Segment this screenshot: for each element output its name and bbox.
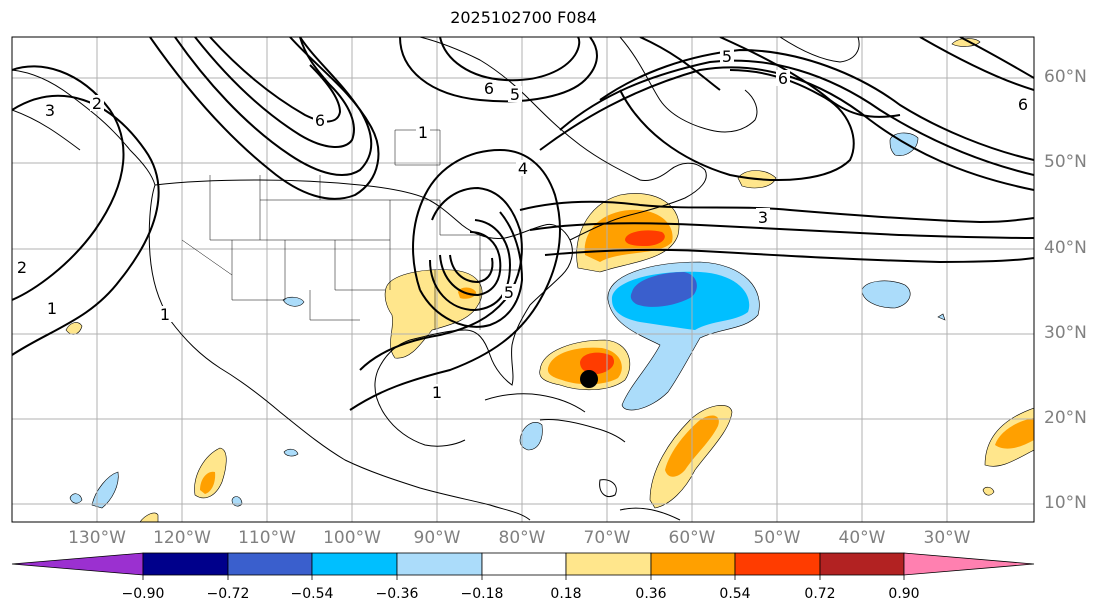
contour-label: 6 xyxy=(484,79,494,98)
colorbar-tick-label: 0.36 xyxy=(635,586,667,602)
lon-label: 110°W xyxy=(238,528,296,548)
lon-label: 50°W xyxy=(753,528,801,548)
contour-label: 1 xyxy=(432,383,442,402)
lon-label: 130°W xyxy=(68,528,126,548)
colorbar xyxy=(11,552,1035,580)
colorbar-tick-label: −0.90 xyxy=(121,586,165,602)
contour-labels: 1 1 1 1 2 2 3 3 4 5 5 5 6 6 xyxy=(15,47,1030,402)
lon-label: 40°W xyxy=(838,528,886,548)
contour-label: 5 xyxy=(504,283,514,302)
contour-label: 1 xyxy=(47,299,57,318)
colorbar-tick-label: −0.54 xyxy=(290,586,334,602)
contour-label: 1 xyxy=(418,123,428,142)
lat-label: 30°N xyxy=(1044,323,1087,343)
lon-label: 120°W xyxy=(153,528,211,548)
colorbar-tick-label: −0.18 xyxy=(460,586,504,602)
gridlines xyxy=(12,37,1034,522)
lon-label: 70°W xyxy=(583,528,631,548)
colorbar-tick-label: 0.90 xyxy=(888,586,920,602)
contour-label: 4 xyxy=(518,159,528,178)
pos-anomaly-gulf xyxy=(384,269,483,359)
lon-label: 100°W xyxy=(323,528,381,548)
lat-label: 10°N xyxy=(1044,493,1087,513)
contour-label: 3 xyxy=(45,101,55,120)
colorbar-tick-label: −0.36 xyxy=(375,586,419,602)
colorbar-tick-label: 0.72 xyxy=(804,586,836,602)
map-panel: 1 1 1 1 2 2 3 3 4 5 5 5 6 6 xyxy=(12,37,1034,522)
storm-center-dot xyxy=(580,370,598,388)
lon-label: 60°W xyxy=(668,528,716,548)
lon-label: 90°W xyxy=(413,528,461,548)
lon-label: 30°W xyxy=(923,528,971,548)
map-frame xyxy=(11,36,1035,523)
contour-label: 2 xyxy=(17,258,27,277)
contour-label: 6 xyxy=(315,111,325,130)
colorbar-tick-label: 0.18 xyxy=(550,586,582,602)
contour-label: 5 xyxy=(722,47,732,66)
contour-label: 2 xyxy=(92,94,102,113)
contour-label: 1 xyxy=(160,305,170,324)
colorbar-tick-label: −0.72 xyxy=(206,586,250,602)
contour-label: 5 xyxy=(510,85,520,104)
lat-label: 40°N xyxy=(1044,238,1087,258)
lat-label: 50°N xyxy=(1044,152,1087,172)
contour-label: 6 xyxy=(778,69,788,88)
contour-label: 3 xyxy=(758,208,768,227)
coastlines xyxy=(12,37,860,521)
colorbar-tick-label: 0.54 xyxy=(719,586,751,602)
lon-label: 80°W xyxy=(498,528,546,548)
contour-label: 6 xyxy=(1018,95,1028,114)
anomaly-shading xyxy=(65,38,1034,522)
lat-label: 20°N xyxy=(1044,408,1087,428)
map-title: 2025102700 F084 xyxy=(450,8,597,27)
lat-label: 60°N xyxy=(1044,67,1087,87)
